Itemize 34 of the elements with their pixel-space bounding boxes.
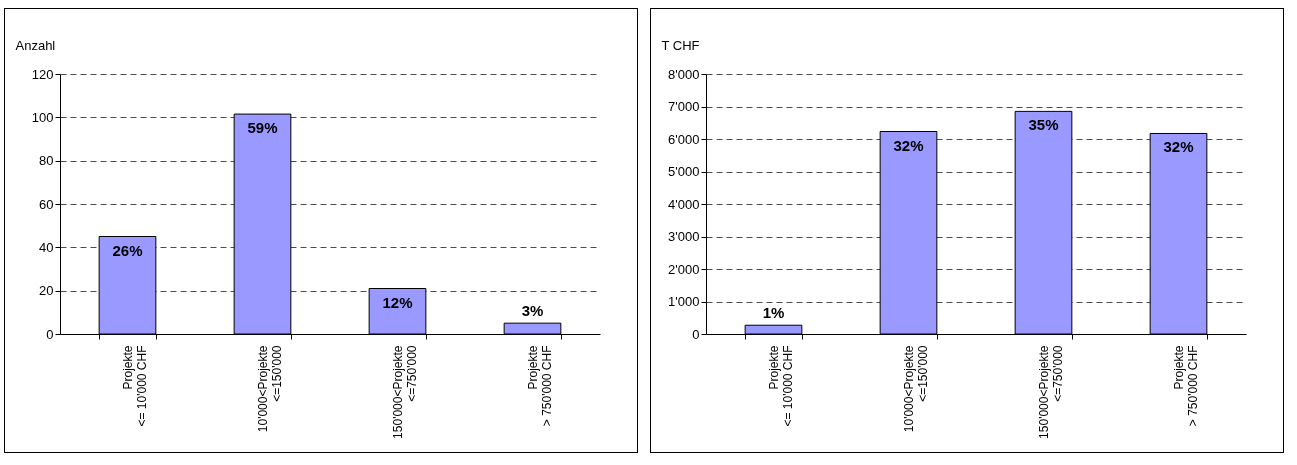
annotation: 59% (247, 119, 278, 137)
annotation: 26% (112, 241, 143, 259)
annotation: 35% (1028, 116, 1059, 134)
y-tick-label: 60 (39, 196, 54, 212)
x-tick-label: 10'000<Projekte <=150'000 (256, 345, 284, 433)
y-tick-label: 4'000 (668, 196, 700, 212)
y-tick-label: 5'000 (668, 164, 700, 179)
y-tick-label: 0 (46, 326, 54, 342)
y-tick-label: 1'000 (668, 294, 700, 309)
y-tick-label: 20 (39, 283, 54, 299)
y-tick-label: 7'000 (668, 99, 700, 114)
x-tick-label: Projekte <= 10'000 CHF (767, 345, 795, 427)
x-tick-label: 150'000<Projekte <=750'000 (391, 345, 419, 439)
y-tick-label: 6'000 (668, 131, 700, 147)
x-tick-label: 10'000<Projekte <=150'000 (902, 345, 930, 433)
y-tick-label: 80 (39, 153, 54, 169)
x-tick-label: 150'000<Projekte <=750'000 (1037, 345, 1065, 439)
annotation: 32% (1163, 138, 1194, 156)
y-axis-title: T CHF (661, 37, 700, 53)
annotation: 1% (762, 304, 785, 322)
annotation: 32% (893, 136, 924, 154)
y-tick-label: 8'000 (668, 66, 700, 82)
x-tick-label: Projekte > 750'000 CHF (526, 345, 554, 427)
y-axis-title: Anzahl (15, 37, 56, 53)
y-tick-label: 100 (31, 109, 54, 125)
x-tick-label: Projekte <= 10'000 CHF (121, 345, 149, 427)
annotation: 12% (382, 293, 413, 311)
x-tick-label: Projekte > 750'000 CHF (1172, 345, 1200, 427)
y-tick-label: 40 (39, 239, 54, 255)
y-tick-label: 3'000 (668, 229, 700, 244)
y-tick-label: 2'000 (668, 261, 700, 277)
annotation: 3% (521, 302, 544, 320)
y-tick-label: 120 (31, 66, 54, 82)
y-tick-label: 0 (692, 326, 700, 342)
